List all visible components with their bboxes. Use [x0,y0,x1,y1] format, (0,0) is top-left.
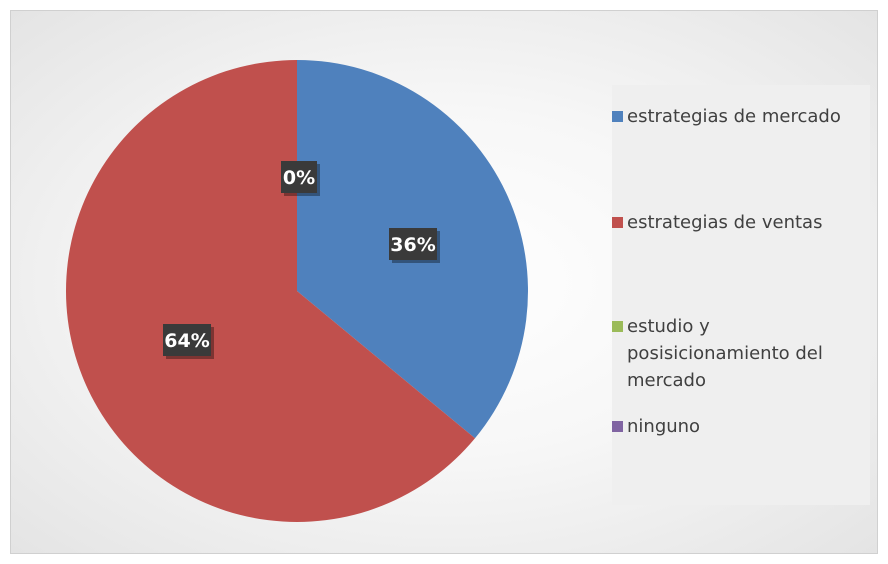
legend-label: ninguno [627,416,701,437]
legend: estrategias de mercado estrategias de ve… [612,85,870,505]
svg-text:64%: 64% [164,330,209,352]
legend-swatch [612,217,623,228]
legend-item-ninguno: ninguno [612,413,867,440]
chart-area: 36% 64% 0% estrategias de mercado estrateg… [10,10,878,554]
data-label-1: 64% [163,324,214,359]
data-label-2: 0% [281,161,320,196]
legend-swatch [612,421,623,432]
data-label-0: 36% [389,228,440,263]
svg-text:36%: 36% [390,234,435,256]
legend-swatch [612,111,623,122]
legend-label: estrategias de ventas [627,212,823,233]
legend-item-estudio-y-posisicionamiento: estudio y posisicionamiento del mercado [612,313,867,394]
legend-label: estrategias de mercado [627,106,841,127]
svg-text:0%: 0% [283,167,315,189]
pie-slice-1 [65,60,475,522]
legend-item-estrategias-de-mercado: estrategias de mercado [612,103,867,130]
pie-chart: 36% 64% 0% [65,60,528,522]
legend-label: estudio y posisicionamiento del mercado [627,316,823,391]
legend-swatch [612,321,623,332]
legend-item-estrategias-de-ventas: estrategias de ventas [612,209,867,236]
